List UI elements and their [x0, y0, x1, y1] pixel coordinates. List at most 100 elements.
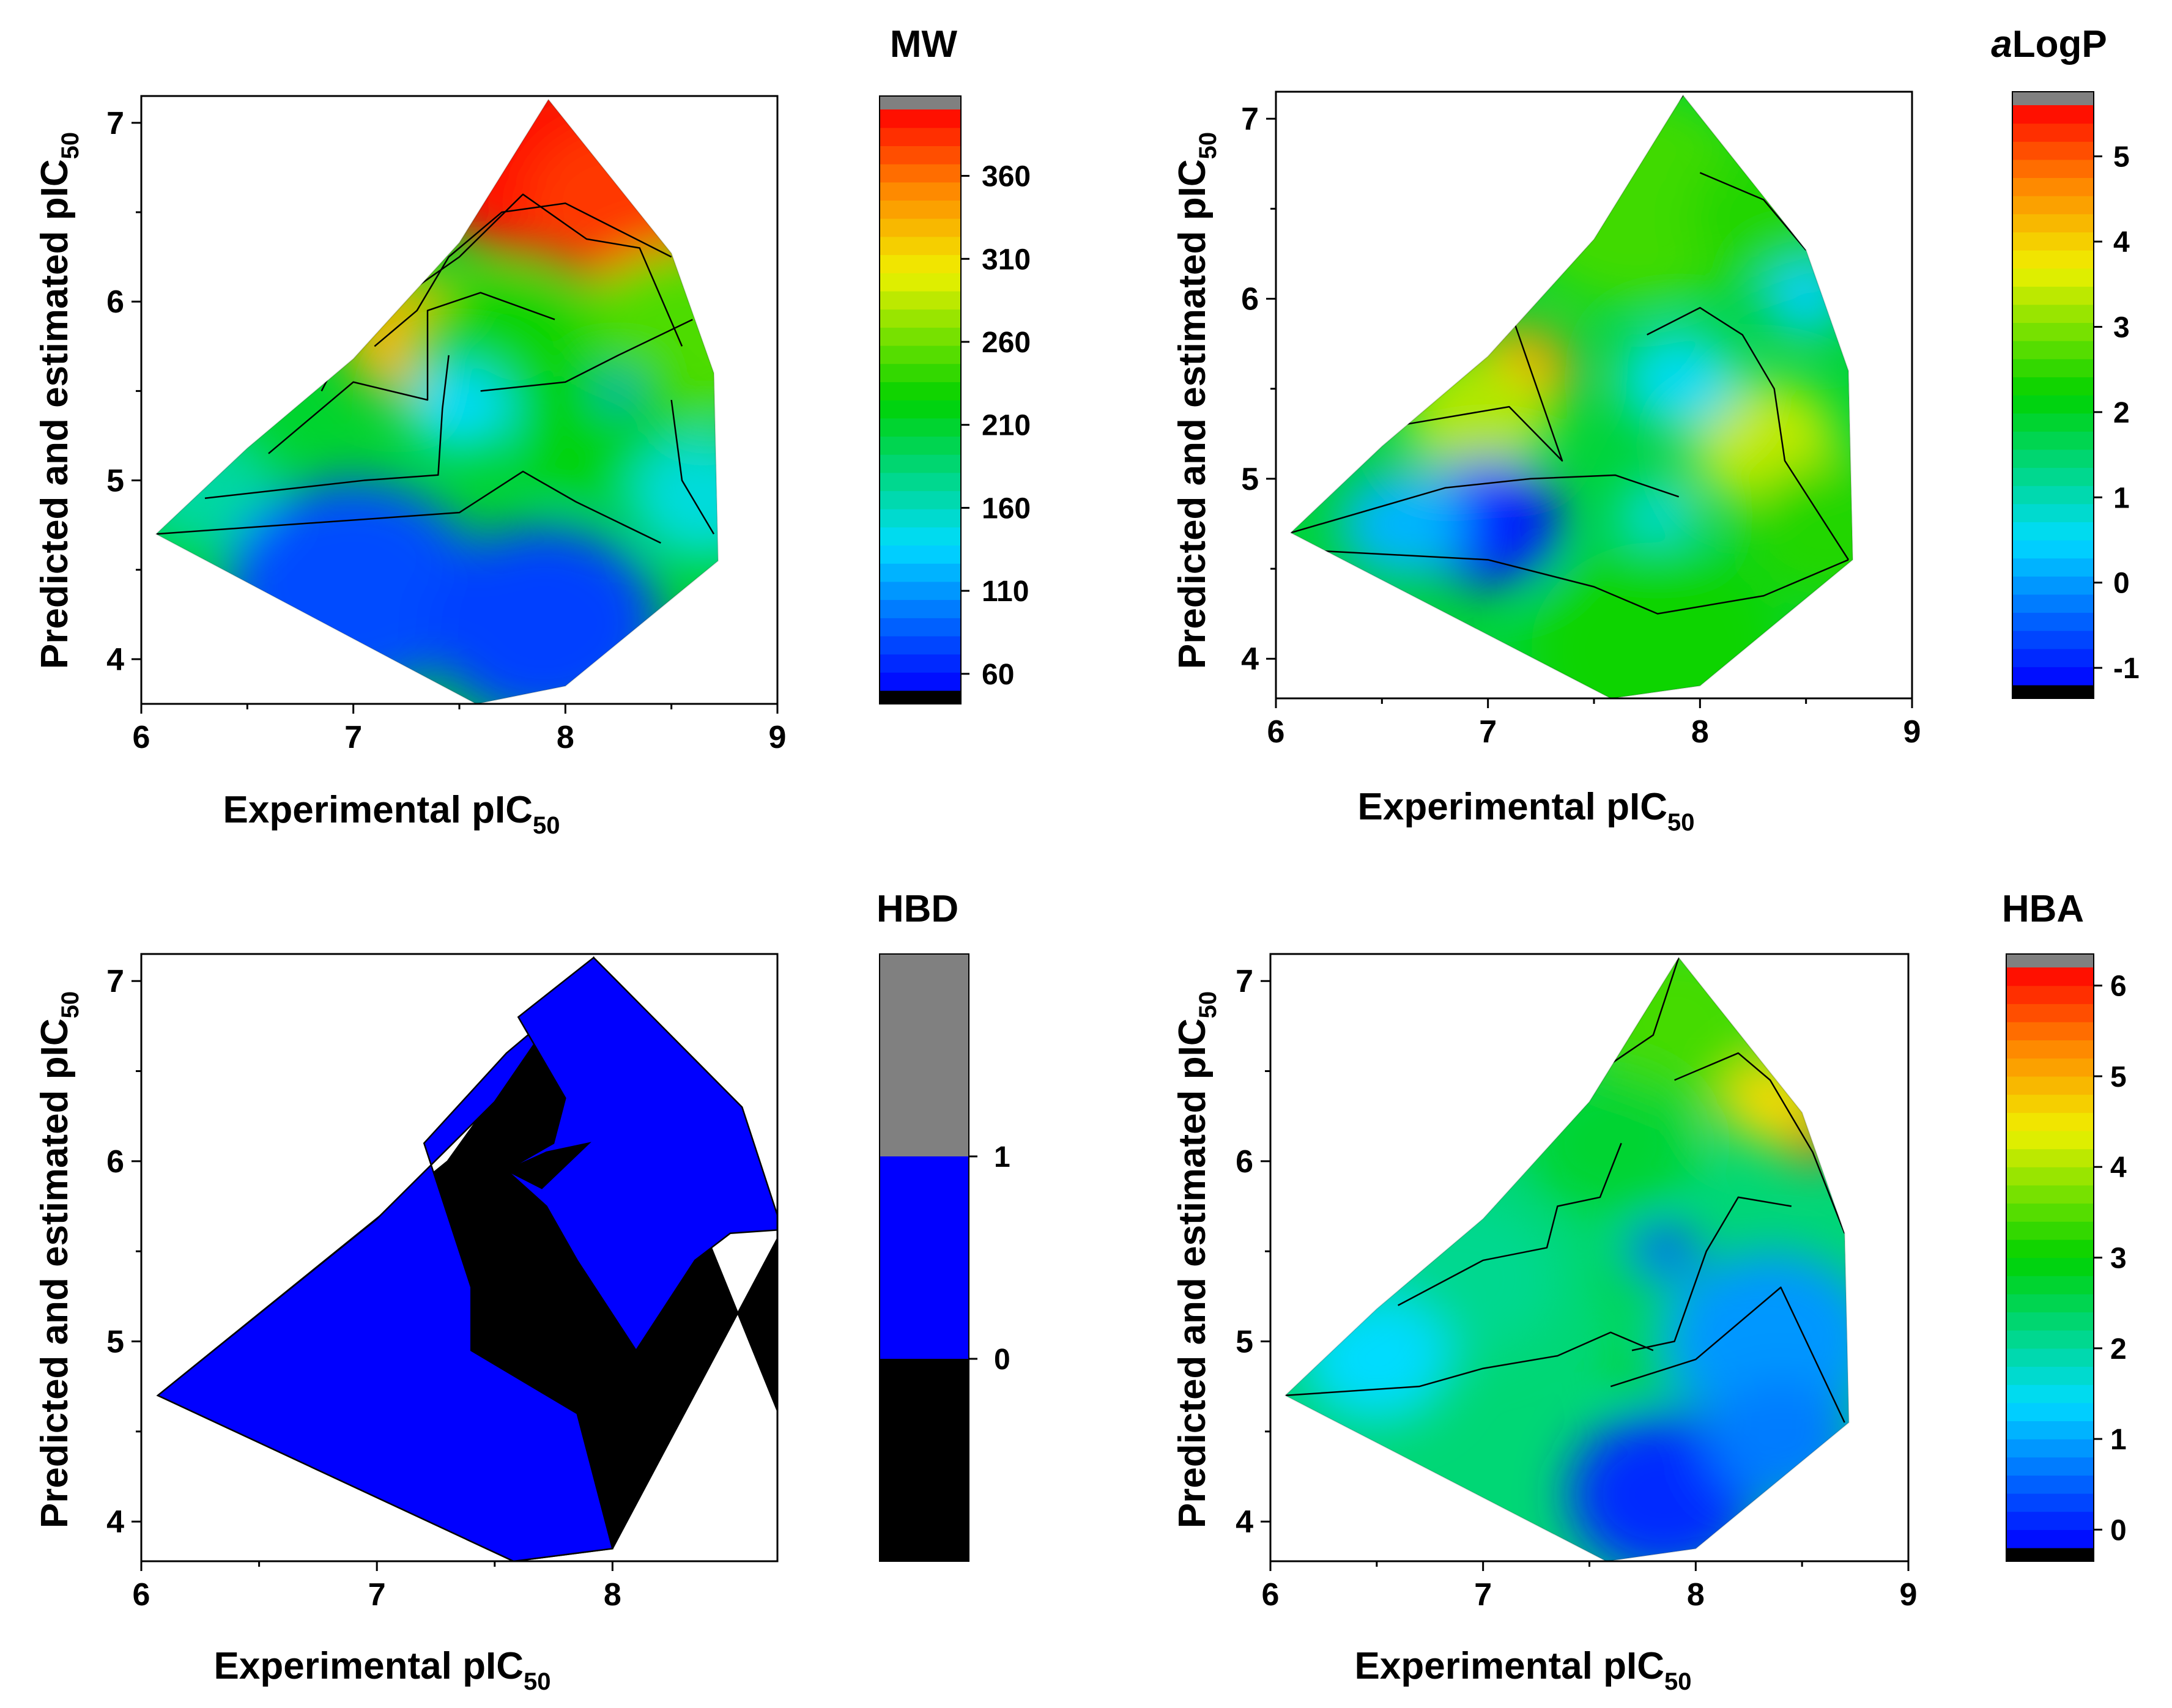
colorbar-above-hba [2006, 954, 2094, 967]
contour-line-mw-4 [374, 202, 672, 347]
contour-line-mw-2 [268, 292, 555, 454]
colorbar-band-hba [2006, 1021, 2094, 1041]
colorbar-band-mw [880, 635, 961, 655]
colorbar-below-hba [2006, 1548, 2094, 1561]
plot-area-hbd [156, 956, 777, 1561]
colorbar-above-alogp [2012, 92, 2094, 105]
colorbar-band-mw [880, 472, 961, 492]
field-hotspot-mw-1 [523, 122, 714, 284]
colorbar-band-alogp [2012, 322, 2094, 341]
colorbar-band-hba [2006, 1529, 2094, 1548]
colorbar-band-alogp [2012, 594, 2094, 613]
colorbar-band-mw [880, 654, 961, 673]
surface-mw [156, 99, 718, 704]
colorbar-band-hba [2006, 1058, 2094, 1077]
colorbar-above-mw [880, 96, 961, 109]
colorbar-band-hba [2006, 1385, 2094, 1403]
colorbar-band-mw [880, 418, 961, 437]
svg-text:Predicted and estimated pIC50: Predicted and estimated pIC50 [1171, 991, 1221, 1528]
plot-frame-hbd [140, 953, 779, 1562]
field-hotspot-alogp-10 [1530, 541, 1785, 698]
axes-hba: 6 7 8 9 4 5 6 7 [1236, 964, 1917, 1613]
colorbar-band-hba [2006, 1330, 2094, 1349]
y-tick-label-alogp: 7 [1241, 102, 1259, 137]
colorbar-band-alogp [2012, 232, 2094, 251]
y-tick-label-alogp: 6 [1241, 282, 1259, 317]
colorbar-tick-label-hba: 5 [2110, 1061, 2127, 1093]
plot-area-alogp [1289, 94, 1853, 698]
colorbar-band-mw [880, 290, 961, 310]
svg-text:Predicted and estimated pIC50: Predicted and estimated pIC50 [1171, 132, 1221, 669]
colorbar-band-alogp [2012, 395, 2094, 414]
colorbar-band-mw [880, 454, 961, 473]
colorbar-tick-label-hbd: 1 [994, 1141, 1010, 1174]
colorbar-title-hbd: HBD [877, 888, 958, 930]
x-tick-label-mw: 8 [557, 720, 574, 755]
x-tick-label-mw: 9 [769, 720, 787, 755]
y-tick-label-alogp: 5 [1241, 462, 1259, 497]
colorbar-band-mw [880, 563, 961, 582]
colorbar-band-alogp [2012, 105, 2094, 124]
colorbar-alogp: -1 0 1 2 3 4 5 [2012, 91, 2140, 699]
colorbar-tick-label-alogp: 2 [2113, 397, 2130, 429]
colorbar-tick-label-hba: 4 [2110, 1152, 2127, 1184]
surface-hba [1285, 957, 1849, 1561]
colorbar-band-alogp [2012, 123, 2094, 142]
colorbar-band-hba [2006, 1421, 2094, 1440]
colorbar-band-hba [2006, 1439, 2094, 1458]
colorbar-band-hba [2006, 1348, 2094, 1367]
colorbar-tick-label-mw: 60 [982, 659, 1014, 691]
x-tick-label-hba: 8 [1687, 1577, 1705, 1613]
colorbar-title-mw: MW [890, 23, 958, 65]
colorbar-band-mw [880, 400, 961, 419]
colorbar-band-mw [880, 200, 961, 219]
colorbar-band-mw [880, 164, 961, 183]
svg-text:Experimental pIC50: Experimental pIC50 [1358, 786, 1695, 836]
colorbar-band-alogp [2012, 431, 2094, 450]
colorbar-band-hba [2006, 1203, 2094, 1222]
colorbar-band-hba [2006, 985, 2094, 1004]
colorbar-frame-alogp [2012, 91, 2094, 699]
svg-text:Predicted and estimated pIC50: Predicted and estimated pIC50 [34, 991, 84, 1528]
x-tick-label-alogp: 9 [1903, 714, 1921, 750]
plot-area-hba [1284, 956, 1850, 1561]
colorbar-band-alogp [2012, 612, 2094, 631]
colorbar-band-hba [2006, 1257, 2094, 1276]
y-tick-label-hba: 7 [1236, 964, 1253, 999]
contour-line-hba-0 [1285, 1331, 1654, 1397]
colorbar-band-mw [880, 545, 961, 564]
colorbar-below-alogp [2012, 685, 2094, 698]
x-tick-label-hba: 9 [1900, 1577, 1918, 1613]
colorbar-band-alogp [2012, 177, 2094, 196]
colorbar-band-hba [2006, 1040, 2094, 1059]
field-hotspot-mw-7 [629, 435, 718, 561]
svg-text:Experimental pIC50: Experimental pIC50 [1355, 1645, 1692, 1695]
colorbar-tick-label-alogp: 4 [2113, 226, 2130, 259]
colorbar-band-hba [2006, 1130, 2094, 1150]
colorbar-band-mw [880, 581, 961, 601]
colorbar-tick-label-hba: 3 [2110, 1243, 2127, 1275]
colorbar-band-alogp [2012, 377, 2094, 396]
y-tick-label-alogp: 4 [1241, 641, 1259, 677]
x-tick-label-hba: 7 [1474, 1577, 1492, 1613]
colorbar-tick-label-alogp: -1 [2113, 653, 2140, 685]
colorbar-tick-label-alogp: 0 [2113, 567, 2130, 600]
colorbar-frame-hbd [879, 953, 969, 1562]
colorbar-band-mw [880, 218, 961, 237]
colorbar-band-mw [880, 236, 961, 256]
field-hotspot-alogp-5 [1619, 329, 1738, 431]
colorbar-frame-hba [2006, 953, 2094, 1562]
x-axis-title-alogp: Experimental pIC50 [1358, 786, 1695, 836]
colorbar-tick-label-alogp: 5 [2113, 141, 2130, 174]
colorbar-tick-label-alogp: 1 [2113, 482, 2130, 514]
colorbar-band-alogp [2012, 268, 2094, 287]
colorbar-band-mw [880, 254, 961, 273]
hull-outline-hba [1284, 956, 1850, 1561]
colorbar-band-hba [2006, 1293, 2094, 1313]
field-hotspot-mw-8 [406, 364, 513, 454]
colorbar-band-alogp [2012, 648, 2094, 667]
y-axis-title-mw: Predicted and estimated pIC50 [34, 132, 84, 669]
colorbar-band-hba [2006, 1239, 2094, 1259]
field-hotspot-alogp-6 [1763, 262, 1849, 335]
